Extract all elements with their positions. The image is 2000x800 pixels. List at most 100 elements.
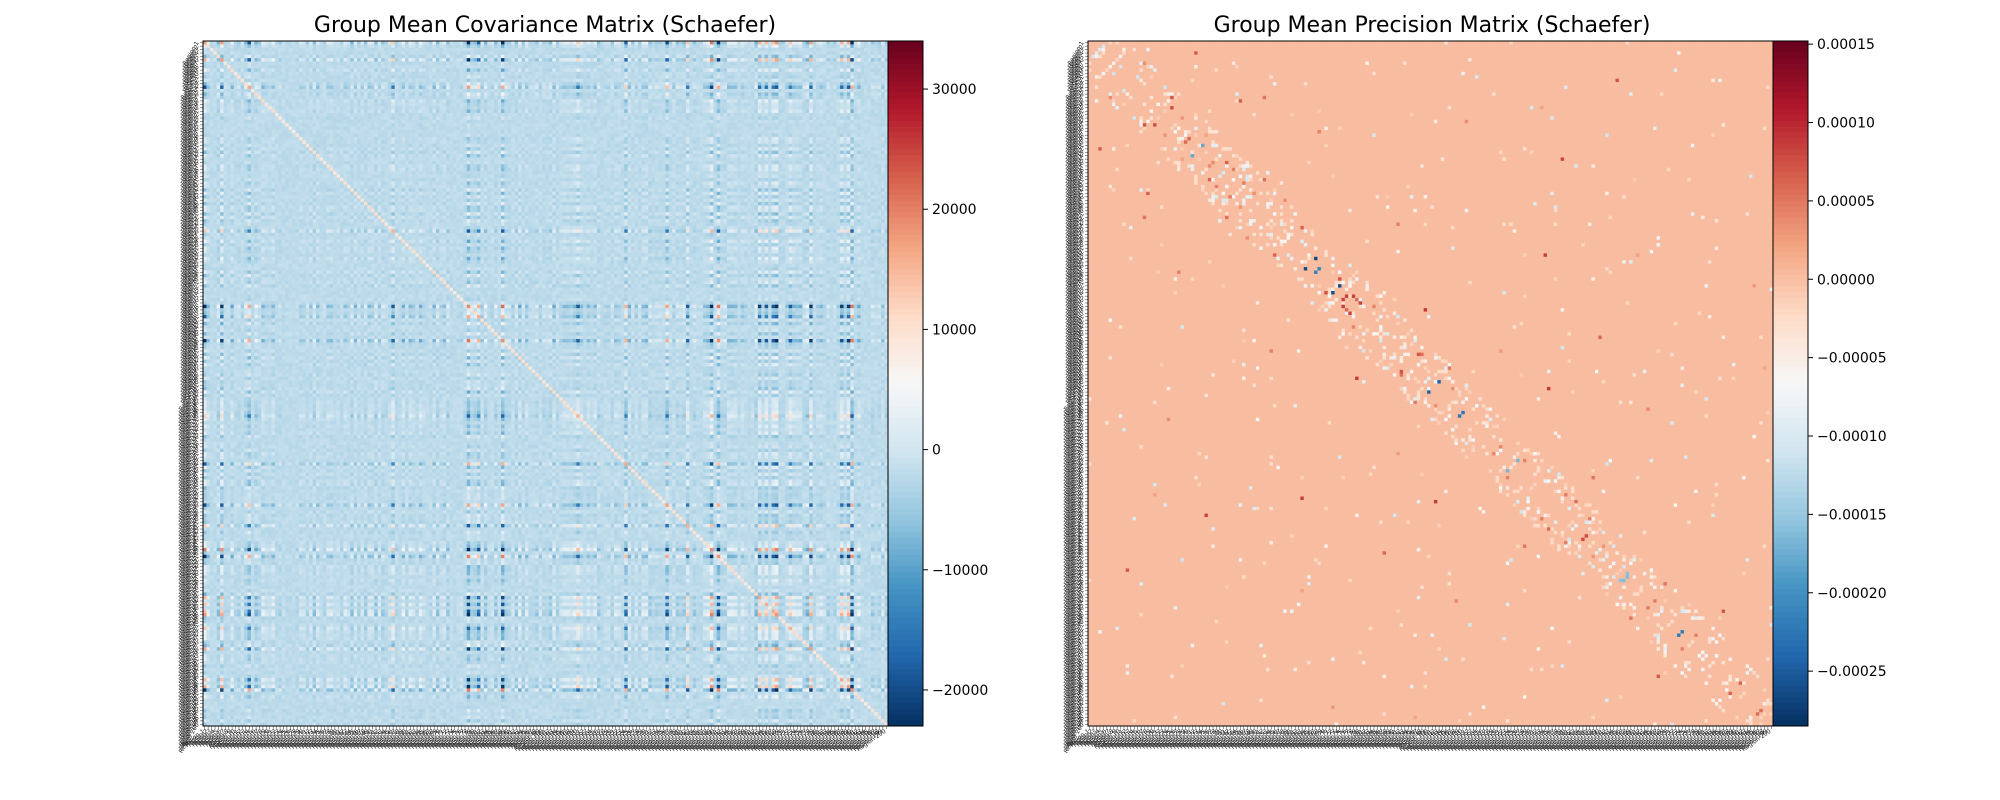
heatmap-cell [415, 44, 419, 48]
heatmap-cell [241, 58, 245, 62]
heatmap-cell [477, 55, 481, 59]
heatmap-cell [867, 51, 871, 55]
heatmap-cell [319, 58, 323, 62]
heatmap-cell [580, 51, 584, 55]
heatmap-cell [474, 58, 478, 62]
heatmap-cell [569, 65, 573, 69]
heatmap-cell [881, 62, 885, 66]
heatmap-cell [528, 48, 532, 52]
heatmap-cell [590, 41, 594, 45]
heatmap-cell [874, 55, 878, 59]
heatmap-cell [309, 68, 313, 72]
heatmap-cell [566, 41, 570, 45]
heatmap-cell [388, 48, 392, 52]
heatmap-cell [611, 58, 615, 62]
heatmap-cell [292, 68, 296, 72]
heatmap-cell [580, 55, 584, 59]
heatmap-cell [748, 58, 752, 62]
heatmap-cell [241, 68, 245, 72]
heatmap-cell [641, 51, 645, 55]
heatmap-cell [251, 55, 255, 59]
heatmap-cell [511, 58, 515, 62]
heatmap-cell [518, 44, 522, 48]
heatmap-cell [419, 51, 423, 55]
heatmap-cell [484, 62, 488, 66]
heatmap-cell [474, 48, 478, 52]
heatmap-cell [210, 62, 214, 66]
heatmap-cell [741, 41, 745, 45]
heatmap-cell [484, 48, 488, 52]
heatmap-cell [258, 62, 262, 66]
heatmap-cell [638, 65, 642, 69]
heatmap-cell [710, 55, 714, 59]
heatmap-cell [275, 44, 279, 48]
heatmap-cell [843, 41, 847, 45]
heatmap-cell [244, 44, 248, 48]
heatmap-cell [635, 62, 639, 66]
heatmap-cell [439, 62, 443, 66]
heatmap-cell [823, 41, 827, 45]
heatmap-cell [730, 62, 734, 66]
heatmap-cell [535, 44, 539, 48]
heatmap-cell [785, 41, 789, 45]
heatmap-cell [710, 44, 714, 48]
heatmap-cell [511, 65, 515, 69]
heatmap-cell [761, 48, 765, 52]
heatmap-cell [857, 62, 861, 66]
heatmap-cell [477, 51, 481, 55]
heatmap-cell [326, 68, 330, 72]
heatmap-cell [857, 44, 861, 48]
covariance-panel: Group Mean Covariance Matrix (Schaefer) … [178, 13, 989, 755]
heatmap-cell [813, 51, 817, 55]
heatmap-cell [549, 58, 553, 62]
heatmap-cell [525, 55, 529, 59]
heatmap-cell [583, 48, 587, 52]
heatmap-cell [566, 58, 570, 62]
heatmap-cell [248, 68, 252, 72]
heatmap-cell [730, 65, 734, 69]
heatmap-cell [429, 55, 433, 59]
heatmap-cell [569, 58, 573, 62]
heatmap-cell [292, 58, 296, 62]
heatmap-cell [857, 65, 861, 69]
heatmap-cell [535, 58, 539, 62]
heatmap-cell [313, 44, 317, 48]
heatmap-cell [676, 65, 680, 69]
heatmap-cell [587, 62, 591, 66]
heatmap-cell [864, 55, 868, 59]
heatmap-cell [258, 51, 262, 55]
heatmap-cell [635, 48, 639, 52]
heatmap-cell [737, 65, 741, 69]
heatmap-cell [251, 68, 255, 72]
heatmap-cell [617, 48, 621, 52]
heatmap-cell [525, 65, 529, 69]
heatmap-cell [367, 65, 371, 69]
heatmap-cell [498, 51, 502, 55]
heatmap-cell [837, 51, 841, 55]
heatmap-cell [847, 58, 851, 62]
heatmap-cell [268, 58, 272, 62]
heatmap-cell [782, 55, 786, 59]
heatmap-cell [361, 44, 365, 48]
heatmap-cell [734, 62, 738, 66]
heatmap-cell [343, 62, 347, 66]
heatmap-cell [326, 51, 330, 55]
heatmap-cell [617, 44, 621, 48]
heatmap-cell [624, 58, 628, 62]
heatmap-cell [282, 68, 286, 72]
heatmap-cell [265, 44, 269, 48]
heatmap-cell [426, 58, 430, 62]
heatmap-cell [672, 62, 676, 66]
heatmap-cell [768, 58, 772, 62]
heatmap-cell [525, 44, 529, 48]
heatmap-cell [340, 48, 344, 52]
heatmap-cell [268, 48, 272, 52]
heatmap-cell [867, 41, 871, 45]
heatmap-cell [573, 44, 577, 48]
heatmap-cell [713, 44, 717, 48]
heatmap-cell [772, 55, 776, 59]
heatmap-cell [669, 48, 673, 52]
heatmap-cell [282, 62, 286, 66]
heatmap-cell [340, 62, 344, 66]
heatmap-cell [662, 48, 666, 52]
